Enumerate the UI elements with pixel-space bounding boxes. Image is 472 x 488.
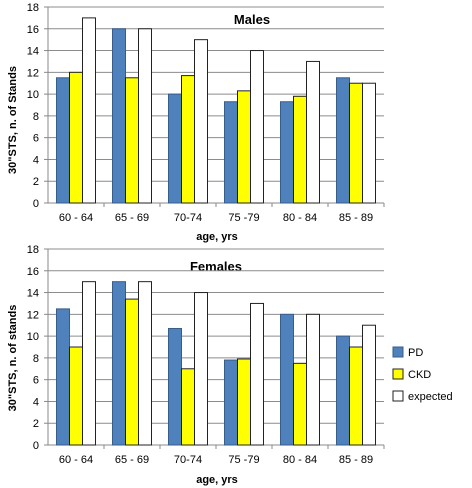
- females-y-tick-label: 16: [27, 266, 39, 278]
- males-bar-pd: [280, 101, 294, 204]
- males-y-tick-label: 4: [33, 154, 39, 166]
- males-bar-pd: [168, 93, 182, 204]
- males-y-tick-label: 16: [27, 24, 39, 36]
- males-bar-expected: [362, 82, 376, 204]
- males-y-tick-label: 2: [33, 176, 39, 188]
- females-x-tick-label: 75 -79: [228, 454, 259, 466]
- males-bar-expected: [194, 39, 208, 204]
- females-y-axis-label: 30"STS, n. of stands: [7, 305, 19, 412]
- females-bar-expected: [250, 302, 264, 446]
- males-bar-ckd: [69, 71, 83, 204]
- females-bar-pd: [336, 335, 350, 446]
- females-bar-expected: [306, 313, 320, 446]
- males-x-tick-label: 65 - 69: [115, 212, 149, 224]
- males-bar-expected: [306, 60, 320, 204]
- legend-swatch-expected: [392, 390, 404, 402]
- females-chart-title: Females: [190, 259, 242, 274]
- females-y-tick-label: 10: [27, 331, 39, 343]
- males-x-tick-label: 85 - 89: [339, 212, 373, 224]
- females-y-tick-label: 6: [33, 375, 39, 387]
- females-bar-ckd: [69, 346, 83, 446]
- males-y-tick-label: 12: [27, 67, 39, 79]
- females-bar-expected: [362, 324, 376, 446]
- males-y-tick-label: 14: [27, 46, 39, 58]
- males-bar-expected: [250, 50, 264, 204]
- legend: PD CKD expected: [392, 346, 453, 403]
- females-bar-pd: [168, 327, 182, 446]
- females-x-tick-label: 60 - 64: [59, 454, 93, 466]
- legend-swatch-pd: [392, 346, 404, 358]
- females-bar-expected: [82, 281, 96, 446]
- females-y-tick-label: 12: [27, 309, 39, 321]
- males-bar-pd: [56, 77, 70, 204]
- males-x-axis-label: age, yrs: [196, 231, 238, 243]
- females-bar-pd: [112, 281, 126, 446]
- females-bar-pd: [280, 313, 294, 446]
- females-x-tick-label: 85 - 89: [339, 454, 373, 466]
- males-bar-ckd: [125, 77, 139, 204]
- males-bar-ckd: [181, 75, 195, 204]
- legend-label-pd: PD: [408, 347, 423, 359]
- males-bar-ckd: [293, 95, 307, 204]
- females-y-tick-label: 0: [33, 440, 39, 452]
- males-x-tick-label: 60 - 64: [59, 212, 93, 224]
- males-chart-title: Males: [234, 12, 270, 27]
- females-bar-expected: [194, 292, 208, 446]
- males-bar-expected: [138, 28, 152, 204]
- males-x-tick-label: 75 -79: [228, 212, 259, 224]
- males-chart: Males age, yrs 30"STS, n. of Stands 0 2 4 6…: [7, 2, 385, 243]
- females-bar-pd: [56, 308, 70, 446]
- females-bar-pd: [224, 359, 238, 446]
- males-y-tick-label: 6: [33, 133, 39, 145]
- males-x-tick-label: 70-74: [174, 212, 202, 224]
- females-chart: Females age, yrs 30"STS, n. of stands 0 2…: [7, 244, 385, 486]
- females-y-tick-label: 4: [33, 396, 39, 408]
- males-y-axis-label: 30"STS, n. of Stands: [7, 66, 19, 174]
- females-bar-ckd: [125, 298, 139, 446]
- females-y-tick-label: 8: [33, 353, 39, 365]
- females-x-tick-label: 65 - 69: [115, 454, 149, 466]
- females-bar-ckd: [181, 368, 195, 446]
- females-y-tick-label: 14: [27, 288, 39, 300]
- females-y-tick-label: 2: [33, 418, 39, 430]
- males-bar-pd: [336, 77, 350, 204]
- females-x-axis-label: age, yrs: [196, 474, 238, 486]
- males-bar-pd: [112, 28, 126, 204]
- females-x-tick-label: 80 - 84: [283, 454, 317, 466]
- males-y-tick-label: 0: [33, 198, 39, 210]
- males-y-tick-label: 8: [33, 111, 39, 123]
- females-bar-expected: [138, 281, 152, 446]
- females-bar-ckd: [237, 358, 251, 446]
- males-bar-ckd: [349, 82, 363, 204]
- legend-label-ckd: CKD: [408, 369, 431, 381]
- females-bar-ckd: [293, 362, 307, 446]
- females-bar-ckd: [349, 346, 363, 446]
- males-y-tick-label: 18: [27, 2, 39, 14]
- legend-label-expected: expected: [408, 391, 453, 403]
- males-bar-pd: [224, 101, 238, 204]
- females-y-tick-label: 18: [27, 244, 39, 256]
- females-x-tick-label: 70-74: [174, 454, 202, 466]
- males-bar-expected: [82, 17, 96, 204]
- males-x-tick-label: 80 - 84: [283, 212, 317, 224]
- males-bar-ckd: [237, 90, 251, 204]
- legend-swatch-ckd: [392, 368, 404, 380]
- males-y-tick-label: 10: [27, 89, 39, 101]
